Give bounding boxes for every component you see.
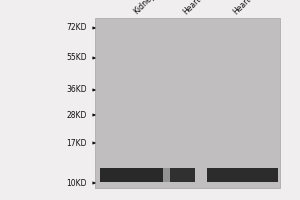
Bar <box>95 18 280 188</box>
Text: Heart: Heart <box>182 0 203 16</box>
Text: 36KD: 36KD <box>66 86 87 95</box>
Text: Kidney: Kidney <box>132 0 157 16</box>
Bar <box>163 168 195 182</box>
Text: 10KD: 10KD <box>67 178 87 188</box>
Bar <box>100 168 163 182</box>
Text: 28KD: 28KD <box>67 110 87 119</box>
Text: 55KD: 55KD <box>66 53 87 62</box>
Bar <box>163 168 170 182</box>
Text: 17KD: 17KD <box>67 138 87 148</box>
Bar <box>207 168 278 182</box>
Bar <box>161 168 209 182</box>
Text: Heart: Heart <box>232 0 253 16</box>
Text: 72KD: 72KD <box>67 23 87 32</box>
